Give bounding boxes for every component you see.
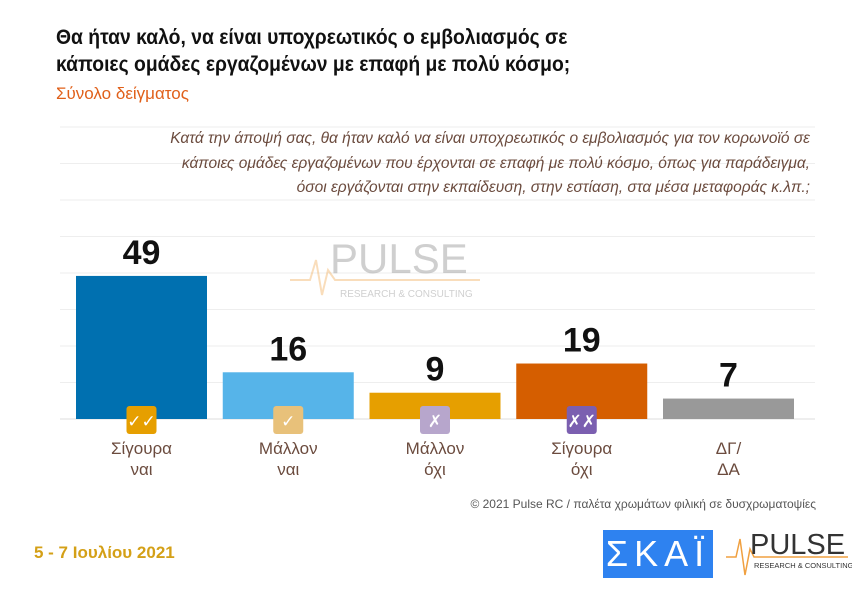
category-label: Σίγουρα ναι [110,439,173,479]
answer-icon [566,406,597,434]
copyright-note: © 2021 Pulse RC / παλέτα χρωμάτων φιλική… [470,497,816,511]
data-label: 9 [426,351,445,389]
svg-text:PULSE: PULSE [330,235,468,282]
answer-icon-mark: ✓ [281,412,295,432]
answer-icon [420,406,450,434]
skai-logo: ΣΚΑΪ [603,530,713,578]
answer-icon [273,406,304,434]
pulse-watermark: PULSE RESEARCH & CONSULTING [290,235,490,310]
chart-title: Θα ήταν καλό, να είναι υποχρεωτικός ο εμ… [56,26,571,76]
category-label: ΔΓ/ΔΑ [715,439,742,479]
pulse-logo: PULSE RESEARCH & CONSULTING [726,527,854,577]
answer-icon-mark: ✗ [428,412,442,432]
answer-icon-mark: ✗✗ [568,412,597,432]
category-label: Μάλλον όχι [405,439,465,479]
data-label: 19 [563,322,601,360]
data-label: 7 [719,357,738,395]
svg-text:PULSE: PULSE [750,529,845,561]
question-text: Κατά την άποψή σας, θα ήταν καλό να είνα… [170,130,810,196]
bar [663,398,794,419]
bar [76,275,207,419]
chart-subtitle: Σύνολο δείγματος [56,84,189,103]
svg-text:RESEARCH & CONSULTING: RESEARCH & CONSULTING [340,289,473,300]
category-label: Μάλλον ναι [258,439,318,479]
data-label: 49 [123,234,161,272]
category-label: Σίγουρα όχι [551,439,613,479]
data-label: 16 [269,330,307,368]
survey-date: 5 - 7 Ιουλίου 2021 [34,543,175,562]
answer-icon [126,406,157,434]
svg-text:RESEARCH & CONSULTING: RESEARCH & CONSULTING [754,561,852,570]
answer-icon-mark: ✓✓ [127,412,156,432]
